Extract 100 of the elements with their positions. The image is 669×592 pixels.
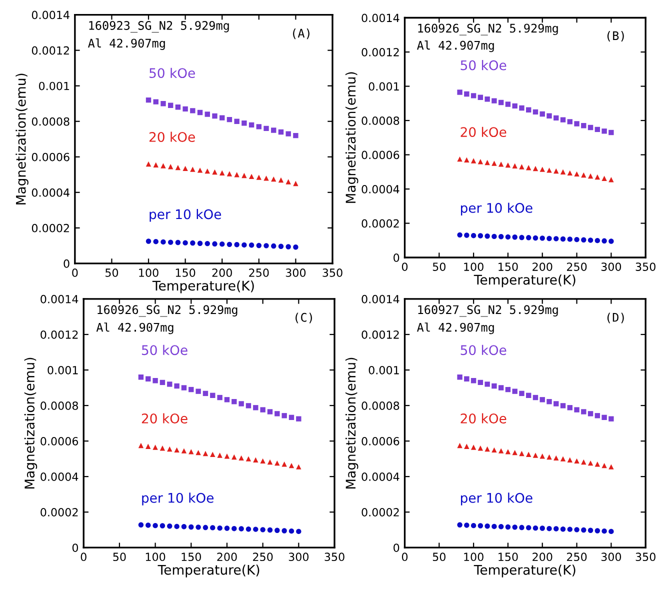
point (175, 240, 181, 246)
x-tick-label: 250 (249, 268, 269, 277)
point (168, 164, 174, 170)
annotation: (D) (607, 312, 624, 324)
series-label: 50 kOe (150, 68, 195, 78)
point (554, 115, 559, 121)
x-tick-label: 0 (80, 552, 86, 562)
point (484, 382, 490, 387)
y-tick-label: 0.001 (48, 366, 78, 374)
point (160, 380, 166, 386)
point (526, 452, 532, 457)
point (512, 234, 518, 240)
point (581, 237, 586, 242)
point (594, 528, 600, 534)
point (505, 234, 511, 240)
point (271, 243, 276, 249)
point (588, 173, 594, 179)
point (160, 239, 166, 245)
point (288, 414, 294, 420)
series-label: 20 kOe (142, 413, 188, 424)
point (188, 449, 194, 454)
x-tick-label: 250 (253, 552, 273, 562)
point (464, 157, 470, 162)
y-tick-label: 0.0012 (40, 330, 78, 339)
point (160, 446, 166, 451)
y-tick-label: 0 (394, 253, 400, 262)
point (567, 170, 572, 176)
point (532, 394, 538, 400)
point (608, 464, 614, 470)
point (470, 378, 476, 384)
point (574, 458, 580, 464)
point (220, 241, 225, 247)
point (174, 383, 180, 389)
point (256, 124, 262, 130)
point (554, 401, 559, 406)
point (470, 233, 476, 238)
point (246, 403, 252, 408)
point (457, 156, 462, 162)
point (138, 442, 144, 448)
point (267, 527, 273, 533)
x-tick-label: 150 (176, 268, 196, 277)
point (224, 454, 230, 459)
point (526, 392, 532, 398)
x-tick-label: 150 (498, 262, 518, 271)
point (498, 162, 504, 167)
point (293, 132, 298, 138)
point (190, 108, 196, 114)
point (457, 90, 462, 95)
point (282, 528, 287, 534)
point (567, 405, 572, 410)
point (288, 528, 294, 534)
x-tick-label: 300 (601, 262, 622, 271)
point (594, 462, 600, 467)
point (226, 171, 232, 176)
point (470, 93, 476, 98)
point (464, 522, 470, 528)
point (271, 176, 276, 182)
x-tick-label: 200 (532, 262, 552, 271)
point (484, 234, 490, 239)
point (512, 524, 518, 530)
x-tick-label: 300 (286, 268, 306, 277)
point (282, 462, 287, 467)
point (210, 392, 216, 398)
point (146, 522, 151, 528)
point (498, 524, 504, 530)
point (182, 106, 188, 112)
point (190, 166, 196, 172)
point (160, 163, 166, 168)
point (146, 376, 151, 382)
series-label: per 10 kOe (150, 209, 222, 222)
x-tick-label: 100 (464, 262, 484, 271)
point (152, 522, 158, 528)
point (602, 414, 607, 420)
point (505, 102, 511, 107)
point (293, 244, 298, 250)
point (182, 240, 188, 246)
point (546, 399, 552, 404)
point (478, 94, 484, 100)
point (152, 444, 158, 450)
point (505, 524, 511, 530)
point (232, 526, 237, 532)
point (260, 407, 266, 412)
point (146, 161, 152, 167)
point (588, 528, 594, 533)
point (574, 236, 580, 242)
x-tick-label: 100 (464, 552, 484, 562)
y-axis-title: Magnetization(emu) (345, 358, 358, 489)
y-axis-title: Magnetization(emu) (24, 358, 38, 489)
point (267, 459, 273, 465)
y-tick-label: 0.0014 (40, 294, 78, 304)
point (188, 524, 194, 530)
point (484, 524, 490, 529)
point (588, 124, 594, 130)
y-tick-label: 0.0004 (362, 184, 400, 194)
x-tick-label: 50 (113, 552, 126, 562)
point (540, 526, 545, 531)
y-axis-title: Magnetization(emu) (345, 72, 358, 203)
point (197, 110, 203, 116)
point (238, 401, 244, 406)
point (175, 164, 181, 170)
